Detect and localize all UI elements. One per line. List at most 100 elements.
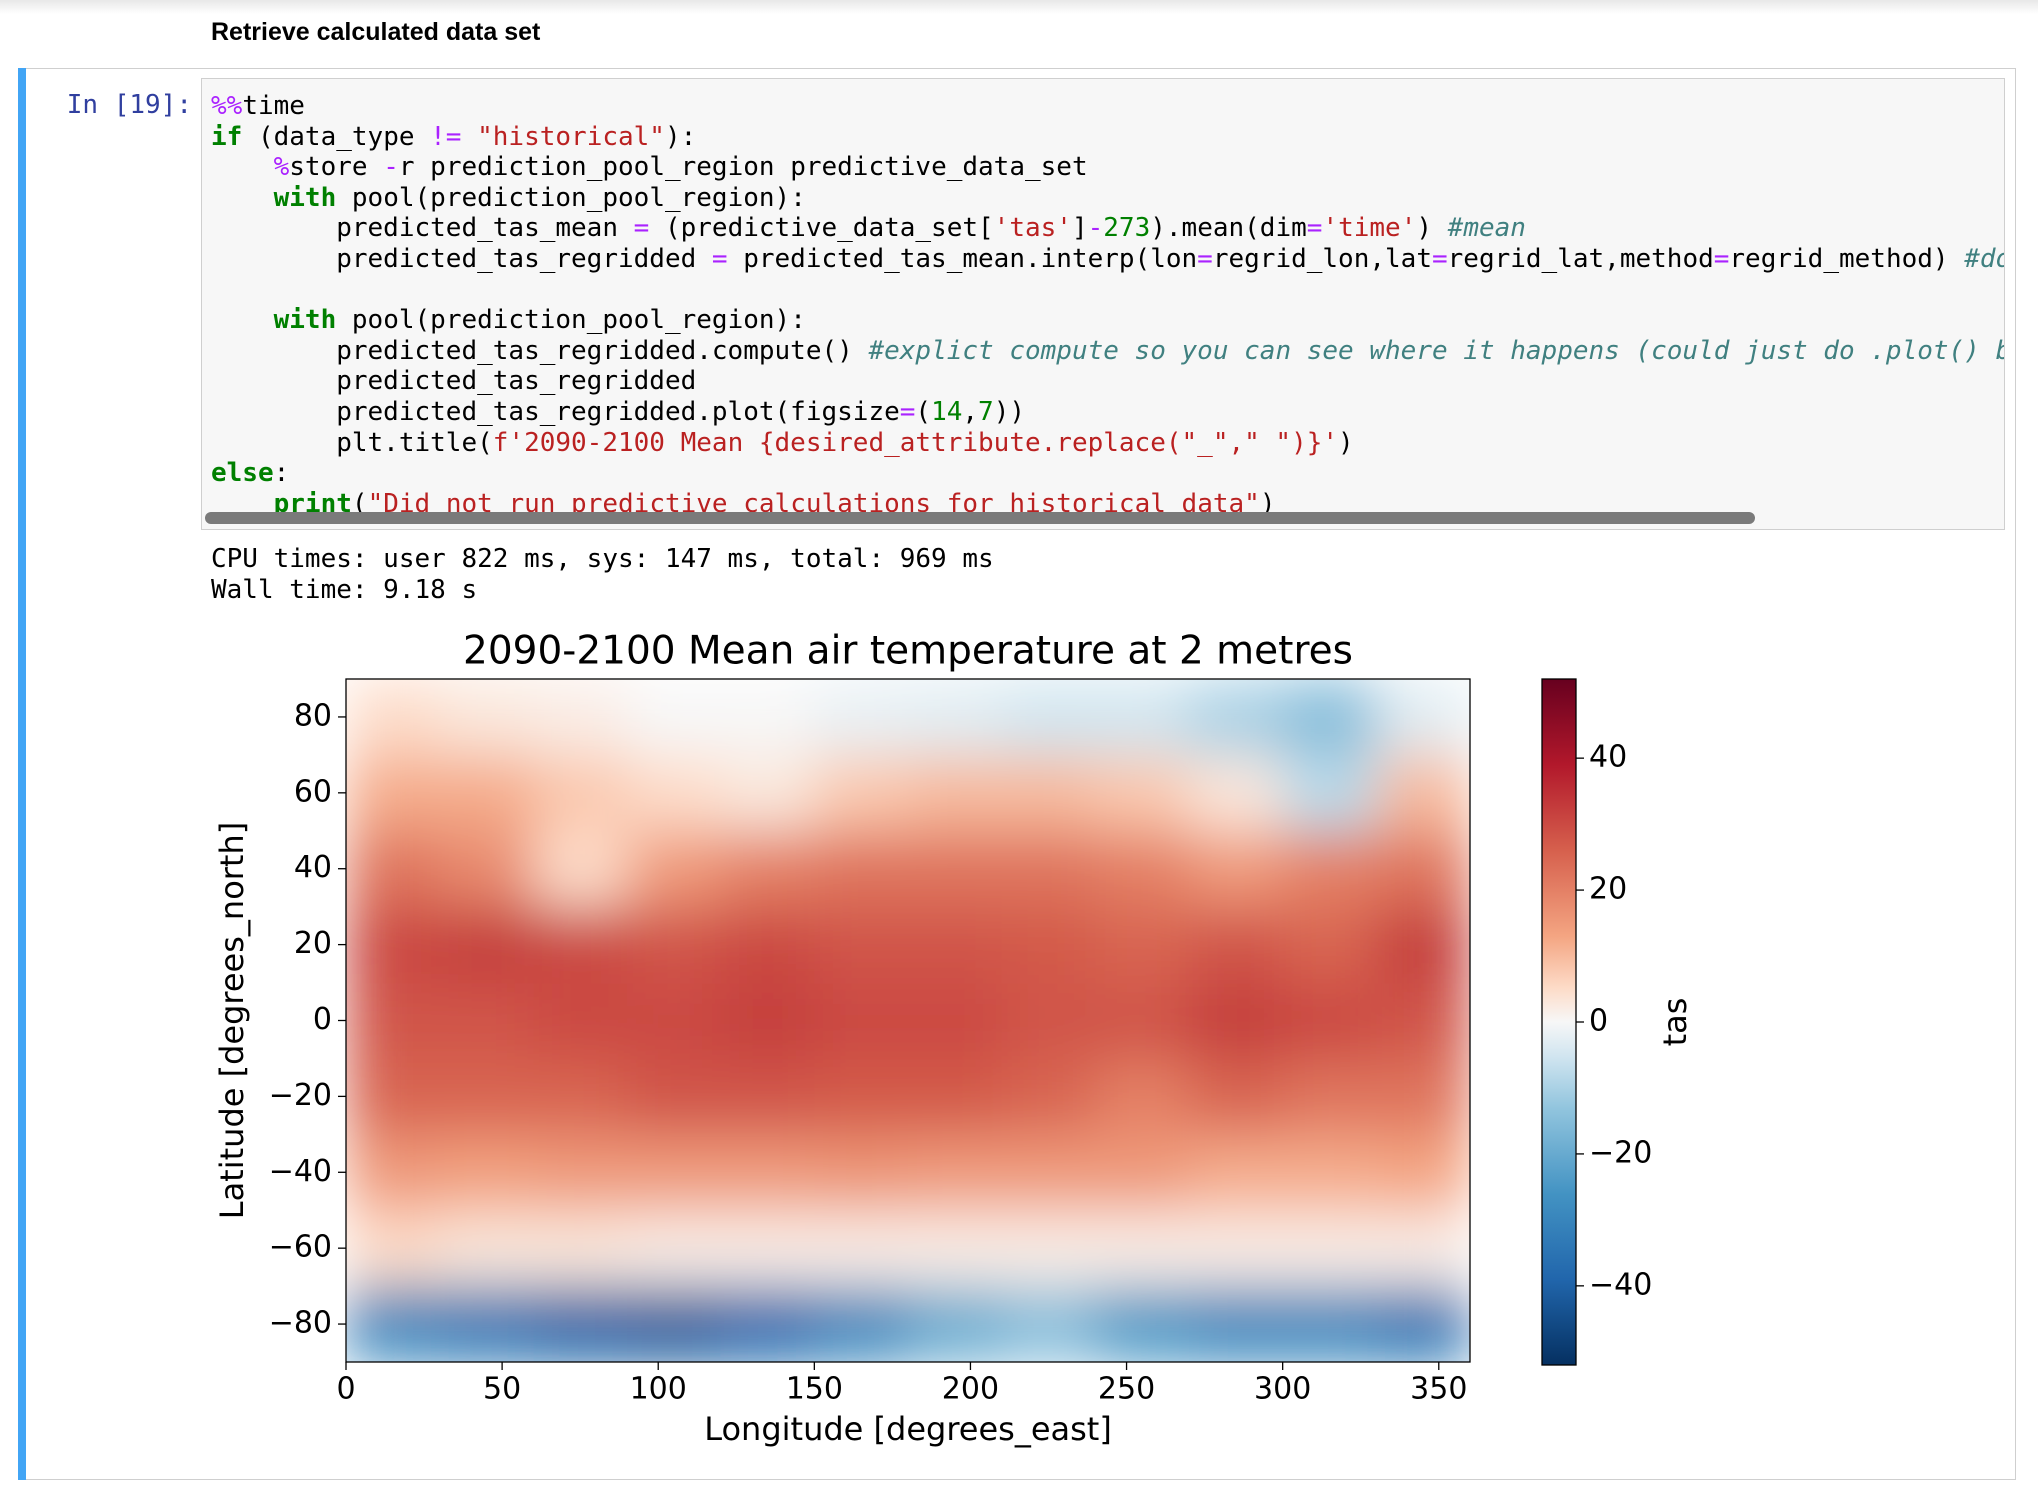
heat-cell (627, 1058, 722, 1136)
heat-cell (908, 830, 1003, 908)
heat-cell (814, 679, 909, 756)
heat-cell (1282, 982, 1378, 1060)
heat-cell (439, 982, 535, 1060)
heat-cell (814, 1286, 909, 1362)
heat-cell (533, 906, 628, 984)
cell-output: CPU times: user 822 ms, sys: 147 ms, tot… (211, 544, 994, 605)
heat-cell (1376, 982, 1470, 1060)
heat-cell (1189, 754, 1284, 832)
x-tick-label: 200 (942, 1372, 999, 1407)
heat-cell (1282, 830, 1378, 908)
heat-cell (1376, 1286, 1470, 1362)
heat-cell (1095, 1210, 1190, 1288)
output-line: Wall time: 9.18 s (211, 574, 478, 605)
heat-cell (1189, 1134, 1284, 1212)
heat-cell (439, 679, 535, 756)
heat-cell (720, 1210, 816, 1288)
heat-cell (346, 1058, 441, 1136)
heat-cell (720, 906, 816, 984)
heat-cell (439, 1286, 535, 1362)
heat-cell (1282, 1058, 1378, 1136)
heat-cell (346, 754, 441, 832)
heat-cell (1376, 754, 1470, 832)
x-tick-label: 250 (1098, 1372, 1155, 1407)
chart-title: 2090-2100 Mean air temperature at 2 metr… (463, 629, 1353, 674)
heat-cell (439, 1210, 535, 1288)
heat-cell (1376, 679, 1470, 756)
heat-cell (1001, 754, 1097, 832)
heat-cell (346, 679, 441, 756)
colorbar-tick-label: 20 (1589, 872, 1627, 907)
heat-cell (1095, 982, 1190, 1060)
y-tick-label: 60 (294, 774, 332, 809)
heat-cell (814, 830, 909, 908)
heat-cell (720, 754, 816, 832)
y-tick-label: 0 (313, 1002, 332, 1037)
heat-cell (1001, 830, 1097, 908)
toolbar-shadow (0, 0, 2038, 14)
heat-cell (1001, 1134, 1097, 1212)
heat-cell (1189, 982, 1284, 1060)
heat-cell (1001, 906, 1097, 984)
colorbar-tick-label: 40 (1589, 740, 1627, 775)
heat-cell (908, 754, 1003, 832)
heat-cell (346, 1210, 441, 1288)
heat-cell (1282, 754, 1378, 832)
heat-cell (908, 906, 1003, 984)
heat-cell (627, 830, 722, 908)
heat-cell (533, 1134, 628, 1212)
heat-cell (1376, 906, 1470, 984)
heat-cell (1376, 1134, 1470, 1212)
y-tick-label: 20 (294, 926, 332, 961)
code-text[interactable]: %%time if (data_type != "historical"): %… (211, 91, 2005, 519)
y-axis-label: Latitude [degrees_north] (213, 822, 251, 1220)
heat-cell (814, 982, 909, 1060)
heat-cell (720, 1286, 816, 1362)
heat-cell (346, 906, 441, 984)
horizontal-scrollbar[interactable] (205, 512, 1755, 524)
heat-cell (1001, 1210, 1097, 1288)
heat-cell (1095, 830, 1190, 908)
heat-cell (1095, 1286, 1190, 1362)
x-tick-label: 350 (1410, 1372, 1467, 1407)
heat-cell (814, 1058, 909, 1136)
heat-cell (1282, 679, 1378, 756)
heat-cell (1282, 906, 1378, 984)
y-tick-label: −80 (269, 1306, 332, 1341)
heat-cell (1189, 679, 1284, 756)
heat-cell (1376, 830, 1470, 908)
y-tick-label: 80 (294, 698, 332, 733)
heat-cell (1095, 679, 1190, 756)
heat-cell (346, 1286, 441, 1362)
heat-cell (439, 1134, 535, 1212)
x-tick-label: 300 (1254, 1372, 1311, 1407)
heat-cell (1189, 906, 1284, 984)
heat-cell (439, 830, 535, 908)
heat-cell (1189, 830, 1284, 908)
heat-cell (814, 1134, 909, 1212)
heat-cell (1282, 1134, 1378, 1212)
heat-cell (720, 830, 816, 908)
x-tick-label: 100 (630, 1372, 687, 1407)
heat-cell (1095, 754, 1190, 832)
code-editor[interactable]: %%time if (data_type != "historical"): %… (201, 78, 2005, 530)
heat-cell (1189, 1058, 1284, 1136)
cell-selection-bar (18, 68, 26, 1480)
colorbar-tick-label: 0 (1589, 1004, 1608, 1039)
markdown-heading: Retrieve calculated data set (211, 18, 541, 46)
heat-cell (814, 1210, 909, 1288)
x-tick-label: 150 (786, 1372, 843, 1407)
heat-cell (533, 830, 628, 908)
heat-cell (627, 1210, 722, 1288)
heat-cell (533, 679, 628, 756)
heat-cell (533, 1286, 628, 1362)
heat-cell (627, 1286, 722, 1362)
y-tick-label: −20 (269, 1078, 332, 1113)
heat-cell (439, 906, 535, 984)
heat-cell (814, 754, 909, 832)
heat-cell (533, 1058, 628, 1136)
heat-cell (720, 679, 816, 756)
heatmap-field (346, 679, 1470, 1362)
